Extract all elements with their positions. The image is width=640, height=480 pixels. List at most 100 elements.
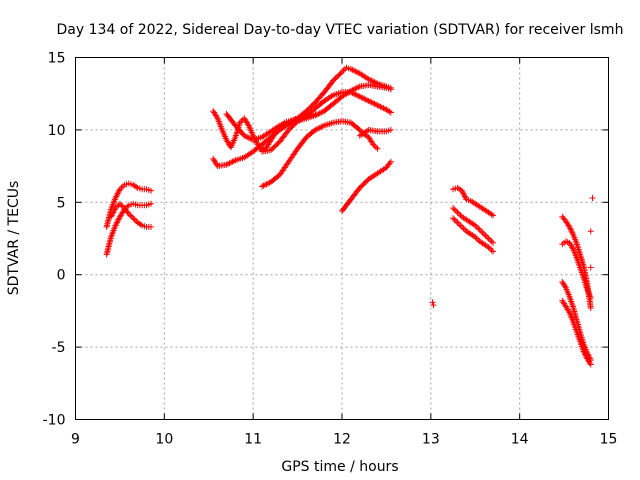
y-tick-label: -10 xyxy=(43,413,66,429)
data-point-arc17 xyxy=(561,281,568,288)
data-point-arc8 xyxy=(368,138,375,145)
data-point-arc14 xyxy=(451,216,458,223)
data-point-arc13 xyxy=(481,231,488,238)
data-point-arc6 xyxy=(337,70,344,77)
y-tick-label: 5 xyxy=(57,195,66,211)
data-point-arc2 xyxy=(111,224,118,231)
data-point-arc7 xyxy=(378,104,385,111)
data-point-arc15 xyxy=(568,228,575,235)
data-point-arc16 xyxy=(587,293,594,300)
data-point-arc4 xyxy=(222,135,229,142)
data-point-arc1 xyxy=(145,186,152,193)
data-point-arc7 xyxy=(374,102,381,109)
data-point-arc6 xyxy=(275,123,282,130)
data-point-arc12 xyxy=(459,189,466,196)
data-point-arc15 xyxy=(564,221,571,228)
data-point-arc13 xyxy=(469,220,476,227)
data-point-arc6 xyxy=(368,77,375,84)
axis-ticks: 9 10 11 12 13 14 15 -10 -5 0 5 10 15 xyxy=(43,51,618,448)
data-point-arc8 xyxy=(264,180,271,187)
data-point-arc11 xyxy=(429,299,436,306)
data-point-arc7 xyxy=(380,105,387,112)
data-point-arc3 xyxy=(119,203,126,210)
data-point-arc13 xyxy=(450,205,457,212)
data-point-arc12 xyxy=(455,185,462,192)
data-point-arc13 xyxy=(460,214,467,221)
data-point-arc2 xyxy=(113,221,120,228)
data-point-arc16 xyxy=(569,244,576,251)
data-point-arc7 xyxy=(359,95,366,102)
data-point-arc8 xyxy=(354,124,361,131)
data-point-arc7 xyxy=(355,92,362,99)
data-point-arc7 xyxy=(365,97,372,104)
data-point-arc14 xyxy=(457,222,464,229)
data-point-arc7 xyxy=(358,94,365,101)
data-point-arc2 xyxy=(113,219,120,226)
data-point-arc13 xyxy=(455,210,462,217)
chart-title: Day 134 of 2022, Sidereal Day-to-day VTE… xyxy=(57,22,624,38)
data-point-arc7 xyxy=(386,108,393,115)
data-point-arc6 xyxy=(273,124,280,131)
data-point-arc3 xyxy=(112,205,119,212)
data-point-arc12 xyxy=(465,197,472,204)
data-point-arc13 xyxy=(475,225,482,232)
data-point-arc5 xyxy=(265,136,272,143)
data-point-arc7 xyxy=(376,103,383,110)
data-point-arc6 xyxy=(350,67,357,74)
data-point-arc18 xyxy=(581,349,588,356)
data-point-arc13 xyxy=(476,226,483,233)
data-point-arc12 xyxy=(460,190,467,197)
data-point-arc3 xyxy=(108,212,115,219)
data-point-arc14 xyxy=(460,225,467,232)
data-point-arc14 xyxy=(454,219,461,226)
data-point-arc7 xyxy=(368,99,375,106)
data-point-arc7 xyxy=(356,93,363,100)
data-point-arc16 xyxy=(576,262,583,269)
data-point-arc8 xyxy=(319,123,326,130)
data-point-arc13 xyxy=(478,228,485,235)
data-point-arc16 xyxy=(583,284,590,291)
data-point-arc6 xyxy=(264,130,271,137)
data-point-arc7 xyxy=(328,93,335,100)
data-point-arc7 xyxy=(362,96,369,103)
data-point-arc6 xyxy=(353,68,360,75)
data-point-arc12 xyxy=(488,211,495,218)
data-point-arc8 xyxy=(260,182,267,189)
data-point-arc1 xyxy=(113,193,120,200)
data-point-arc8 xyxy=(262,181,269,188)
data-point-arc12 xyxy=(478,204,485,211)
data-point-arc1 xyxy=(131,182,138,189)
data-point-arc7 xyxy=(350,90,357,97)
data-point-arc3 xyxy=(141,223,148,230)
data-point-arc15 xyxy=(569,229,576,236)
data-point-arc7 xyxy=(327,94,334,101)
data-point-arc3 xyxy=(145,223,152,230)
data-point-arc18 xyxy=(572,326,579,333)
data-point-arc6 xyxy=(319,91,326,98)
data-point-arc7 xyxy=(309,107,316,114)
data-point-arc8 xyxy=(283,161,290,168)
data-point-arc7 xyxy=(371,100,378,107)
data-point-arc8 xyxy=(374,145,381,152)
data-point-arc6 xyxy=(373,79,380,86)
data-point-arc1 xyxy=(136,185,143,192)
data-points xyxy=(103,64,596,368)
data-point-arc2 xyxy=(107,235,114,242)
data-point-arc6 xyxy=(345,65,352,72)
data-point-arc12 xyxy=(487,210,494,217)
data-point-arc4 xyxy=(249,131,256,138)
data-point-arc17 xyxy=(569,301,576,308)
data-point-arc6 xyxy=(340,67,347,74)
data-point-arc7 xyxy=(353,92,360,99)
x-axis-label: GPS time / hours xyxy=(281,459,398,475)
data-point-arc6 xyxy=(244,134,251,141)
data-point-arc2 xyxy=(114,218,121,225)
data-point-arc10 xyxy=(363,178,370,185)
data-point-arc5 xyxy=(318,109,325,116)
data-point-arc6 xyxy=(257,134,264,141)
x-tick-label: 12 xyxy=(333,432,351,448)
x-tick-label: 13 xyxy=(422,432,440,448)
data-point-arc14 xyxy=(450,215,457,222)
data-point-arc15 xyxy=(567,225,574,232)
data-point-arc18 xyxy=(565,307,572,314)
